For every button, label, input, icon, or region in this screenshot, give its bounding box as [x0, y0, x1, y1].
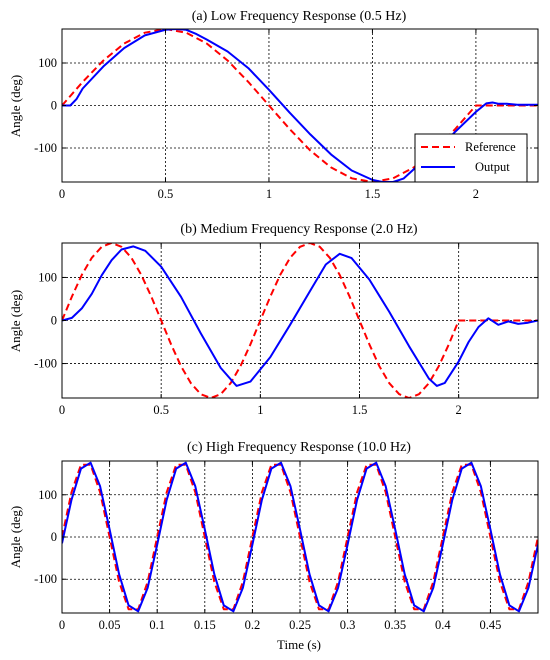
x-tick-label: 0.5 [158, 187, 174, 201]
x-tick-label: 1.5 [352, 403, 368, 417]
panel-a-title: (a) Low Frequency Response (0.5 Hz) [192, 9, 407, 24]
x-tick-label: 2 [456, 403, 462, 417]
panel-c-lines [62, 461, 538, 613]
panel-b-lines [62, 243, 538, 398]
legend-box [414, 133, 528, 183]
x-tick-label: 0 [59, 187, 65, 201]
y-tick-label: 100 [38, 270, 57, 284]
panel-a-ylabel: Angle (deg) [8, 75, 23, 137]
panel-b-title: (b) Medium Frequency Response (2.0 Hz) [180, 222, 418, 237]
panel-a-yticks: 100 0 -100 [34, 56, 538, 155]
y-tick-label: 0 [51, 530, 57, 544]
x-tick-label: 1 [266, 187, 272, 201]
series-output-line [62, 29, 538, 182]
x-tick-label: 0.15 [194, 618, 216, 632]
y-tick-label: 0 [51, 314, 57, 328]
panel-b-yticks: 100 0 -100 [34, 270, 538, 371]
y-tick-label: -100 [34, 572, 57, 586]
y-tick-label: -100 [34, 357, 57, 371]
series-output-line [62, 245, 538, 387]
x-tick-label: 0.1 [149, 618, 165, 632]
x-tick-label: 0.5 [153, 403, 169, 417]
series-reference-line [62, 243, 538, 398]
x-tick-label: 0.2 [245, 618, 261, 632]
x-tick-label: 0.45 [479, 618, 501, 632]
y-tick-label: 100 [38, 488, 57, 502]
panel-c-title: (c) High Frequency Response (10.0 Hz) [187, 440, 411, 455]
x-tick-label: 0.05 [99, 618, 121, 632]
x-tick-label: 1 [257, 403, 263, 417]
panel-c-xlabel: Time (s) [277, 637, 321, 652]
panel-a-legend: Reference Output [414, 133, 528, 183]
panel-c-ylabel: Angle (deg) [8, 506, 23, 568]
panel-a: (a) Low Frequency Response (0.5 Hz) 0 0.5… [8, 9, 539, 201]
x-tick-label: 0.25 [289, 618, 311, 632]
panel-b-ylabel: Angle (deg) [8, 290, 23, 352]
y-tick-label: 100 [38, 56, 57, 70]
x-tick-label: 0.35 [384, 618, 406, 632]
y-tick-label: -100 [34, 141, 57, 155]
x-tick-label: 0.3 [340, 618, 356, 632]
legend-reference-label: Reference [465, 140, 516, 154]
panel-c-yticks: 100 0 -100 [34, 488, 538, 586]
panel-b-xticks: 0 0.5 1 1.5 2 [59, 243, 462, 417]
y-tick-label: 0 [51, 99, 57, 113]
x-tick-label: 0.4 [435, 618, 451, 632]
x-tick-label: 0 [59, 403, 65, 417]
series-reference-line [62, 463, 538, 611]
x-tick-label: 1.5 [365, 187, 381, 201]
panel-a-xticks: 0 0.5 1 1.5 2 [59, 29, 479, 201]
legend-output-label: Output [475, 160, 510, 174]
x-tick-label: 0 [59, 618, 65, 632]
panel-c-xticks: 0 0.05 0.1 0.15 0.2 0.25 0.3 0.35 0.4 0.45 [59, 461, 501, 632]
x-tick-label: 2 [473, 187, 479, 201]
series-output-line [62, 461, 538, 613]
panel-b: (b) Medium Frequency Response (2.0 Hz) 0… [8, 222, 539, 417]
